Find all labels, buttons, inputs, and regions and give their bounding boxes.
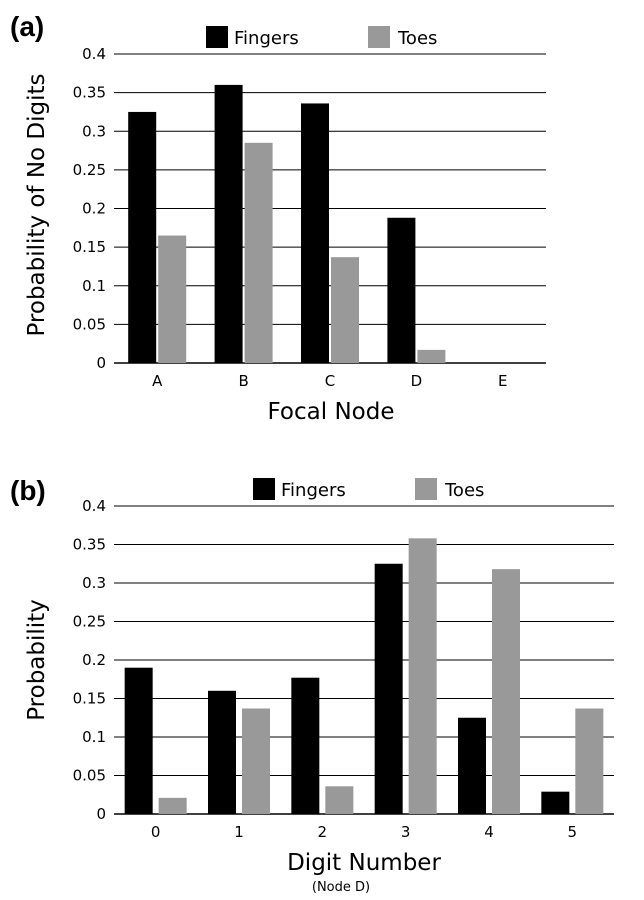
legend-swatch-toes — [368, 26, 390, 48]
chart-panel-a: (a) Fingers Toes Probability of No Digit… — [10, 11, 546, 425]
y-ticks-a: 0 0.05 0.1 0.15 0.2 0.25 0.3 0.35 0.4 — [73, 45, 106, 372]
y-tick-label: 0.05 — [73, 767, 106, 785]
legend-swatch-toes — [415, 478, 437, 500]
panel-label-b: (b) — [10, 475, 46, 506]
x-ticks-a: A B C D E — [152, 372, 507, 390]
legend-a: Fingers Toes — [206, 26, 437, 49]
gridlines-b — [114, 505, 614, 815]
y-tick-label: 0.1 — [82, 728, 106, 746]
y-tick-label: 0.1 — [82, 277, 106, 295]
y-axis-title-a: Probability of No Digits — [24, 73, 50, 336]
x-tick-label: 1 — [234, 823, 244, 841]
bar-toes-a — [158, 235, 187, 363]
bar-fingers-5 — [541, 791, 570, 814]
y-tick-label: 0.3 — [82, 122, 106, 140]
bars-a — [128, 84, 446, 364]
bar-fingers-c — [301, 103, 329, 363]
y-tick-label: 0.15 — [73, 238, 106, 256]
bar-toes-3 — [408, 538, 437, 814]
y-tick-label: 0.4 — [82, 497, 106, 515]
bar-toes-5 — [575, 708, 604, 814]
y-tick-label: 0.35 — [73, 536, 106, 554]
legend-label-toes: Toes — [444, 480, 484, 501]
y-tick-label: 0.3 — [82, 574, 106, 592]
bar-toes-b — [244, 142, 273, 363]
bars-b — [124, 538, 604, 814]
y-tick-label: 0.35 — [73, 84, 106, 102]
bar-toes-1 — [242, 708, 270, 814]
x-axis-title-b: Digit Number — [287, 850, 441, 876]
y-tick-label: 0 — [96, 805, 106, 823]
x-tick-label: 2 — [318, 823, 328, 841]
bar-toes-d — [417, 349, 446, 363]
bar-fingers-1 — [208, 690, 236, 814]
y-tick-label: 0.25 — [73, 613, 106, 631]
x-tick-label: D — [411, 372, 423, 390]
x-ticks-b: 0 1 2 3 4 5 — [151, 823, 577, 841]
bar-fingers-b — [214, 84, 243, 364]
y-tick-label: 0 — [96, 354, 106, 372]
x-tick-label: 5 — [568, 823, 578, 841]
x-tick-label: 3 — [401, 823, 411, 841]
legend-b: Fingers Toes — [253, 478, 484, 501]
bar-fingers-4 — [458, 717, 486, 814]
bar-toes-4 — [492, 569, 520, 814]
bar-fingers-3 — [374, 563, 403, 814]
legend-label-toes: Toes — [397, 28, 437, 49]
x-tick-label: C — [325, 372, 335, 390]
bar-fingers-0 — [124, 667, 153, 814]
legend-swatch-fingers — [253, 478, 275, 500]
x-tick-label: 0 — [151, 823, 161, 841]
bar-fingers-2 — [291, 677, 320, 814]
y-axis-title-b: Probability — [24, 599, 50, 721]
panel-label-a: (a) — [10, 11, 44, 42]
y-tick-label: 0.25 — [73, 161, 106, 179]
x-tick-label: 4 — [484, 823, 494, 841]
y-tick-label: 0.2 — [82, 200, 106, 218]
bar-toes-c — [331, 257, 359, 363]
y-tick-label: 0.4 — [82, 45, 106, 63]
x-tick-label: E — [498, 372, 507, 390]
legend-label-fingers: Fingers — [281, 480, 346, 501]
y-tick-label: 0.15 — [73, 690, 106, 708]
bar-toes-0 — [158, 797, 187, 814]
legend-swatch-fingers — [206, 26, 228, 48]
chart-panel-b: (b) Fingers Toes Probability Digit Numbe… — [10, 475, 614, 895]
legend-label-fingers: Fingers — [234, 28, 299, 49]
x-axis-title-a: Focal Node — [268, 399, 395, 425]
y-ticks-b: 0 0.05 0.1 0.15 0.2 0.25 0.3 0.35 0.4 — [73, 497, 106, 823]
bar-fingers-d — [387, 217, 416, 363]
x-tick-label: A — [152, 372, 163, 390]
y-tick-label: 0.05 — [73, 315, 106, 333]
bar-toes-2 — [325, 786, 354, 814]
y-tick-label: 0.2 — [82, 651, 106, 669]
x-tick-label: B — [238, 372, 248, 390]
bar-fingers-a — [128, 111, 157, 363]
x-axis-note-b: (Node D) — [312, 880, 370, 895]
